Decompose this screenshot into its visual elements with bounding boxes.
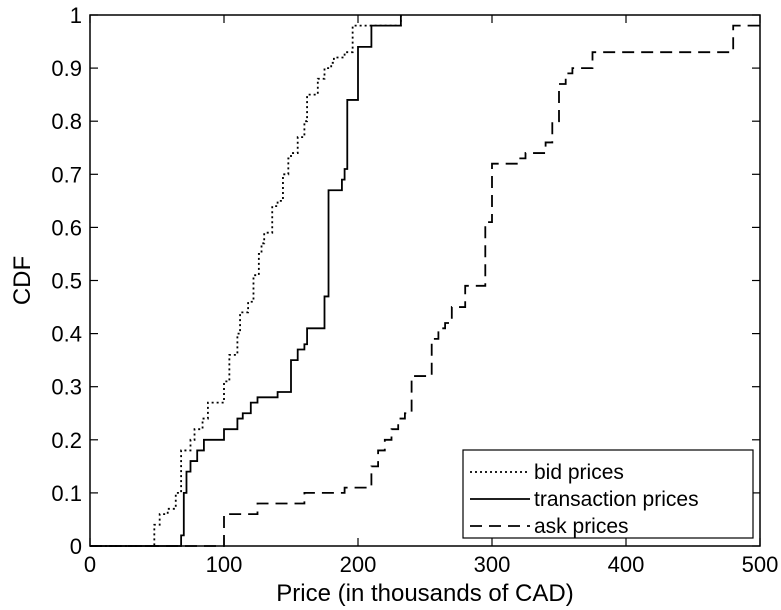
y-tick-label: 0.6 [51, 215, 82, 240]
x-tick-label: 400 [608, 552, 645, 577]
y-tick-label: 0.5 [51, 269, 82, 294]
x-tick-label: 200 [340, 552, 377, 577]
series-line-1 [90, 15, 402, 547]
y-tick-label: 1 [70, 3, 82, 28]
y-tick-label: 0.4 [51, 322, 82, 347]
y-axis-label: CDF [9, 256, 36, 305]
y-tick-label: 0.1 [51, 481, 82, 506]
series-line-2 [90, 24, 760, 547]
y-tick-label: 0.7 [51, 162, 82, 187]
y-tick-label: 0 [70, 534, 82, 559]
legend-label-1: transaction prices [534, 488, 699, 511]
legend-label-0: bid prices [534, 461, 624, 484]
legend-box [462, 449, 754, 539]
legend: bid prices transaction prices ask prices [462, 449, 754, 539]
x-tick-label: 0 [84, 552, 96, 577]
y-tick-label: 0.3 [51, 375, 82, 400]
series-layer [90, 15, 760, 547]
x-tick-label: 300 [474, 552, 511, 577]
y-tick-label: 0.2 [51, 428, 82, 453]
legend-label-2: ask prices [534, 515, 629, 538]
series-line-0 [90, 15, 402, 547]
x-tick-label: 100 [206, 552, 243, 577]
x-tick-label: 500 [742, 552, 779, 577]
y-tick-label: 0.8 [51, 109, 82, 134]
x-axis-label: Price (in thousands of CAD) [276, 580, 573, 607]
y-tick-label: 0.9 [51, 56, 82, 81]
ticks-layer: 0 100 200 300 400 500 0 0.1 0.2 0.3 0.4 0.5 0.6 0.7 0.… [51, 3, 778, 577]
